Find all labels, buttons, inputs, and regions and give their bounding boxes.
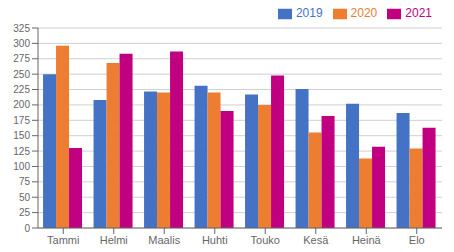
svg-text:150: 150	[13, 130, 30, 141]
html-text:2020: 2020	[350, 6, 378, 20]
svg-text:225: 225	[13, 84, 30, 95]
svg-text:Heinä: Heinä	[352, 234, 382, 246]
html-text:2021: 2021	[405, 6, 432, 20]
svg-text:175: 175	[13, 115, 30, 126]
svg-text:Huhti: Huhti	[202, 234, 228, 246]
svg-text:50: 50	[19, 192, 31, 203]
svg-text:200: 200	[13, 99, 30, 110]
svg-text:75: 75	[19, 176, 31, 187]
svg-text:275: 275	[13, 53, 30, 64]
svg-text:Elo: Elo	[409, 234, 425, 246]
svg-text:125: 125	[13, 146, 30, 157]
svg-text:Tammi: Tammi	[47, 234, 79, 246]
svg-text:250: 250	[13, 69, 30, 80]
svg-text:100: 100	[13, 161, 30, 172]
svg-text:Helmi: Helmi	[100, 234, 128, 246]
svg-text:Kesä: Kesä	[303, 234, 329, 246]
svg-text:Maalis: Maalis	[148, 234, 180, 246]
svg-text:300: 300	[13, 38, 30, 49]
svg-text:25: 25	[19, 207, 31, 218]
svg-text:0: 0	[24, 223, 30, 234]
svg-text:325: 325	[13, 23, 30, 34]
html-text:2019: 2019	[295, 6, 323, 20]
svg-text:Touko: Touko	[251, 234, 280, 246]
